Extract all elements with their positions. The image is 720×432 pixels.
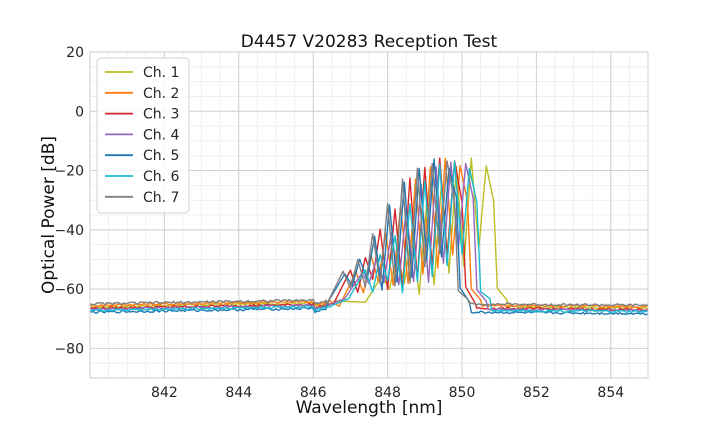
legend-entry: Ch. 1 — [143, 65, 179, 81]
y-tick-label: −60 — [54, 282, 84, 298]
x-tick-labels: 842 844 846 848 850 852 854 — [151, 385, 624, 401]
x-tick-label: 850 — [449, 385, 476, 401]
legend-entry: Ch. 7 — [143, 190, 179, 206]
y-tick-labels: −80 −60 −40 −20 0 20 — [54, 45, 84, 357]
y-tick-label: 0 — [75, 104, 84, 120]
series-line-5 — [89, 158, 649, 316]
legend: Ch. 1 Ch. 2 Ch. 3 Ch. 4 Ch. 5 Ch. 6 Ch. 7 — [96, 57, 190, 214]
series-layer — [89, 157, 649, 316]
x-axis-label: Wavelength [nm] — [296, 398, 443, 418]
legend-entry: Ch. 2 — [143, 86, 179, 102]
legend-box — [96, 57, 190, 214]
series-line-6 — [89, 160, 649, 314]
x-tick-label: 852 — [523, 385, 550, 401]
x-tick-label: 842 — [151, 385, 178, 401]
x-tick-label: 844 — [225, 385, 252, 401]
y-axis-label: Optical Power [dB] — [39, 136, 59, 294]
legend-entry: Ch. 5 — [143, 148, 179, 164]
legend-entry: Ch. 3 — [143, 107, 179, 123]
legend-entry: Ch. 6 — [143, 169, 180, 185]
series-line-3 — [89, 157, 649, 312]
x-tick-label: 846 — [300, 385, 327, 401]
y-tick-label: −40 — [54, 223, 84, 239]
plot-frame — [89, 51, 649, 379]
y-tick-label: −80 — [54, 341, 84, 357]
x-tick-label: 854 — [597, 385, 624, 401]
chart-title: D4457 V20283 Reception Test — [241, 32, 498, 52]
x-tick-label: 848 — [374, 385, 401, 401]
y-tick-label: 20 — [66, 45, 84, 61]
legend-entry: Ch. 4 — [143, 127, 180, 143]
series-line-7 — [89, 160, 648, 307]
y-tick-label: −20 — [54, 164, 84, 180]
